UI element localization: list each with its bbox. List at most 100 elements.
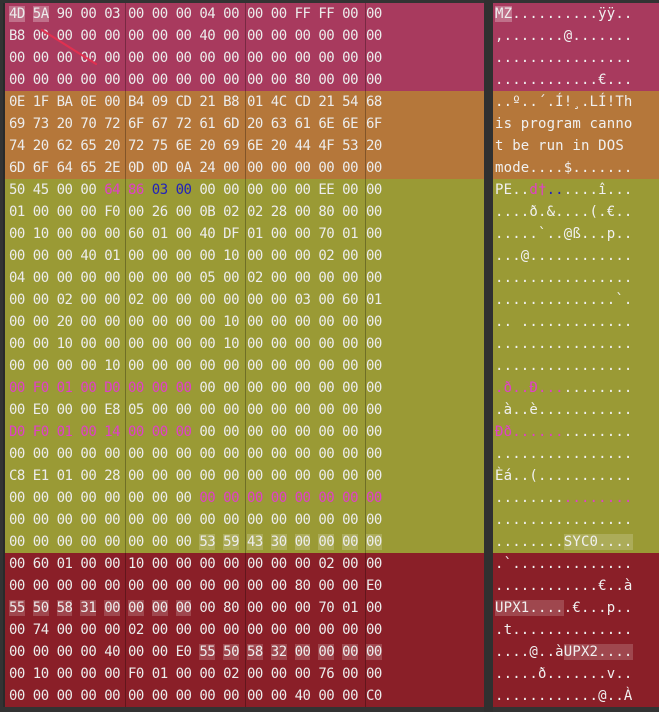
ascii-char[interactable]: ` — [537, 226, 547, 242]
hex-byte[interactable]: 04 — [9, 270, 25, 286]
ascii-char[interactable]: . — [606, 336, 616, 352]
hex-byte[interactable]: 00 — [151, 600, 168, 616]
ascii-char[interactable]: . — [598, 424, 607, 440]
hex-byte[interactable]: 00 — [104, 556, 121, 572]
ascii-char[interactable]: . — [623, 336, 633, 352]
ascii-char[interactable]: . — [555, 50, 564, 66]
ascii-char[interactable]: . — [606, 556, 616, 572]
hex-byte[interactable]: 00 — [80, 292, 97, 308]
hex-byte[interactable]: 72 — [175, 116, 192, 132]
hex-byte[interactable]: 10 — [104, 358, 121, 374]
ascii-char[interactable]: ! — [563, 94, 573, 110]
hex-byte[interactable]: 61 — [294, 116, 311, 132]
ascii-char[interactable]: . — [589, 600, 599, 616]
ascii-char[interactable]: c — [589, 116, 599, 132]
ascii-char[interactable]: X — [580, 644, 590, 660]
ascii-char[interactable]: . — [512, 28, 521, 44]
ascii-char[interactable]: . — [563, 446, 573, 462]
ascii-char[interactable]: . — [623, 358, 633, 374]
hex-byte[interactable]: 00 — [151, 644, 168, 660]
hex-byte[interactable]: 00 — [104, 666, 121, 682]
hex-byte[interactable]: 00 — [80, 226, 97, 242]
ascii-char[interactable]: ( — [589, 204, 599, 220]
ascii-char[interactable]: . — [615, 622, 624, 638]
ascii-char[interactable]: . — [555, 424, 564, 440]
hex-byte[interactable]: 00 — [199, 578, 216, 594]
hex-byte[interactable]: 00 — [270, 28, 287, 44]
ascii-char[interactable]: . — [520, 292, 530, 308]
ascii-char[interactable]: n — [606, 116, 616, 132]
hex-byte[interactable]: 02 — [223, 204, 240, 220]
hex-byte[interactable]: 69 — [223, 138, 240, 154]
hex-byte[interactable]: 00 — [9, 556, 25, 572]
hex-byte[interactable]: 00 — [32, 578, 49, 594]
ascii-char[interactable]: . — [537, 402, 547, 418]
ascii-char[interactable]: . — [615, 666, 624, 682]
ascii-char[interactable]: . — [589, 182, 599, 198]
ascii-char[interactable]: . — [529, 622, 538, 638]
hex-byte[interactable]: 20 — [246, 116, 263, 132]
hex-byte[interactable]: 00 — [151, 50, 168, 66]
hex-byte[interactable]: 00 — [270, 490, 287, 506]
hex-byte[interactable]: 4F — [318, 138, 335, 154]
ascii-char[interactable]: . — [555, 182, 564, 198]
hex-byte[interactable]: 6E — [318, 116, 335, 132]
hex-byte[interactable]: 00 — [294, 644, 311, 660]
ascii-char[interactable]: . — [520, 468, 530, 484]
hex-byte[interactable]: 00 — [175, 578, 192, 594]
hex-byte[interactable]: 00 — [32, 358, 49, 374]
hex-byte[interactable]: 09 — [151, 94, 168, 110]
ascii-char[interactable]: i — [572, 138, 581, 154]
hex-byte[interactable]: 00 — [104, 512, 121, 528]
ascii-char[interactable]: . — [572, 336, 581, 352]
ascii-char[interactable]: . — [512, 380, 521, 396]
hex-byte[interactable]: 00 — [270, 72, 287, 88]
hex-byte[interactable]: 00 — [151, 358, 168, 374]
hex-byte[interactable]: 00 — [175, 28, 192, 44]
ascii-char[interactable]: . — [546, 248, 556, 264]
ascii-char[interactable]: . — [555, 600, 564, 616]
hex-byte[interactable]: 00 — [318, 72, 335, 88]
ascii-char[interactable]: O — [606, 138, 616, 154]
ascii-char[interactable]: . — [606, 622, 616, 638]
hex-byte[interactable]: 00 — [175, 270, 192, 286]
hex-byte[interactable]: 05 — [127, 402, 144, 418]
ascii-char[interactable]: . — [495, 512, 504, 528]
hex-byte[interactable]: 70 — [80, 116, 97, 132]
ascii-char[interactable]: . — [537, 380, 547, 396]
hex-byte[interactable]: 00 — [318, 424, 335, 440]
hex-byte[interactable]: 00 — [342, 644, 359, 660]
hex-byte[interactable]: 00 — [270, 314, 287, 330]
hex-byte[interactable]: B4 — [127, 94, 144, 110]
ascii-char[interactable]: . — [495, 578, 504, 594]
hex-byte[interactable]: E1 — [32, 468, 49, 484]
hex-byte[interactable]: 00 — [270, 600, 287, 616]
ascii-char[interactable]: . — [503, 28, 513, 44]
ascii-char[interactable]: . — [537, 688, 547, 704]
ascii-char[interactable]: . — [589, 556, 599, 572]
hex-byte[interactable]: 01 — [246, 226, 263, 242]
hex-byte[interactable]: 00 — [223, 28, 240, 44]
ascii-char[interactable]: . — [512, 182, 521, 198]
ascii-char[interactable]: . — [546, 160, 556, 176]
hex-byte[interactable]: 00 — [32, 50, 49, 66]
ascii-char[interactable]: . — [529, 666, 538, 682]
ascii-char[interactable]: i — [495, 116, 504, 132]
ascii-char[interactable]: . — [580, 292, 590, 308]
hex-byte[interactable]: 86 — [127, 182, 144, 198]
hex-byte[interactable]: 00 — [9, 666, 25, 682]
ascii-char[interactable]: . — [572, 402, 581, 418]
hex-byte[interactable]: 00 — [127, 490, 144, 506]
hex-byte[interactable]: 00 — [56, 446, 73, 462]
hex-byte[interactable]: 00 — [342, 622, 359, 638]
hex-byte[interactable]: 00 — [175, 248, 192, 264]
ascii-char[interactable]: . — [580, 248, 590, 264]
ascii-char[interactable]: ð — [503, 380, 513, 396]
hex-byte[interactable]: E0 — [365, 578, 382, 594]
ascii-char[interactable]: . — [563, 688, 573, 704]
hex-byte[interactable]: 20 — [104, 138, 121, 154]
hex-byte[interactable]: 00 — [365, 666, 382, 682]
hex-byte[interactable]: 28 — [104, 468, 121, 484]
hex-byte[interactable]: 00 — [199, 336, 216, 352]
ascii-char[interactable]: € — [606, 204, 616, 220]
